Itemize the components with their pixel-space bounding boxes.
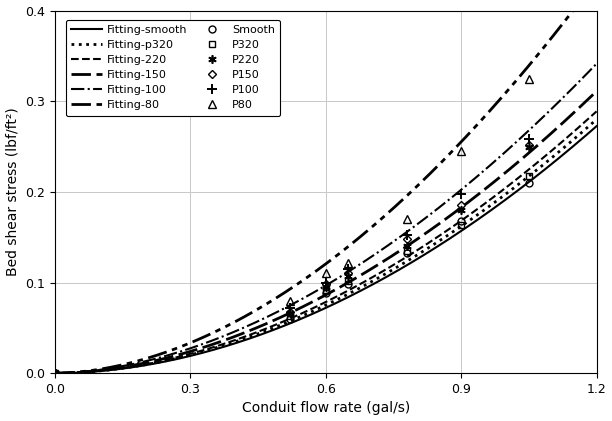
- Legend: Fitting-smooth, Fitting-p320, Fitting-220, Fitting-150, Fitting-100, Fitting-80,: Fitting-smooth, Fitting-p320, Fitting-22…: [66, 20, 280, 116]
- X-axis label: Conduit flow rate (gal/s): Conduit flow rate (gal/s): [242, 402, 410, 416]
- Y-axis label: Bed shear stress (lbf/ft²): Bed shear stress (lbf/ft²): [6, 107, 20, 276]
